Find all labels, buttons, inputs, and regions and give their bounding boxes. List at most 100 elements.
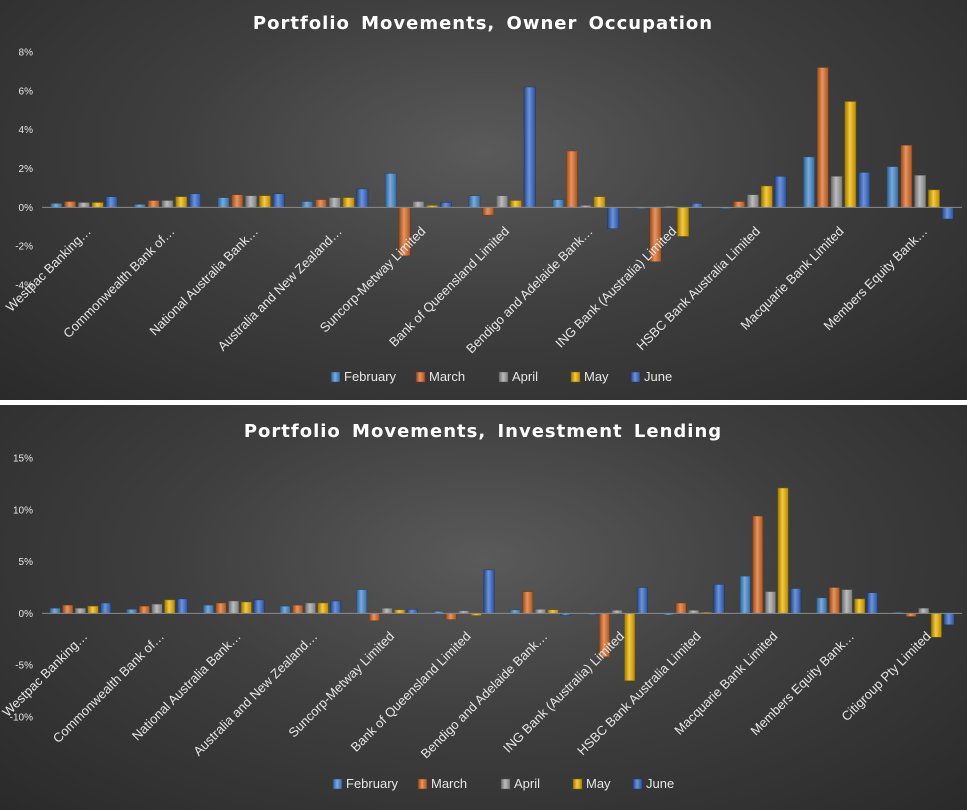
bar-june: [866, 592, 878, 614]
bar-june: [440, 202, 452, 208]
bar-march: [368, 613, 380, 621]
legend-swatch: [498, 371, 509, 383]
bar-march: [482, 207, 495, 216]
bar-april: [534, 609, 546, 614]
legend-swatch: [632, 778, 643, 790]
bars: [50, 67, 954, 262]
bar-april: [747, 194, 759, 208]
bar-june: [941, 207, 954, 220]
bar-march: [138, 605, 150, 614]
y-axis-tick-labels: -10% -5% 0% 5% 10% 15%: [10, 454, 33, 724]
legend-label: February: [344, 369, 397, 384]
bar-june: [189, 193, 201, 208]
bar-february: [50, 203, 63, 208]
legend-swatch: [572, 778, 583, 790]
legend: February March April May June: [332, 776, 674, 791]
bar-may: [91, 202, 104, 208]
legend-swatch: [630, 371, 641, 383]
bar-may: [87, 605, 99, 614]
bar-may: [930, 613, 942, 638]
bar-february: [279, 605, 291, 614]
bar-march: [816, 67, 829, 208]
y-axis-tick-labels: -4% -2% 0% 2% 4% 6% 8%: [15, 48, 33, 292]
y-tick-label: 10%: [13, 505, 33, 516]
legend-swatch: [330, 371, 341, 383]
legend-swatch: [332, 778, 343, 790]
x-category-label: HSBC Bank Australia Limited: [574, 629, 704, 759]
bar-june: [858, 172, 871, 208]
bar-may: [928, 189, 940, 208]
bar-may: [777, 487, 789, 614]
investment-lending-chart: Portfolio Movements, Investment Lending …: [0, 421, 962, 791]
legend-label: April: [512, 369, 538, 384]
bar-may: [844, 101, 857, 208]
bar-june: [100, 602, 112, 614]
bar-june: [943, 613, 955, 626]
bar-june: [330, 600, 342, 614]
bar-april: [764, 591, 776, 614]
bar-may: [240, 601, 252, 614]
bar-april: [74, 607, 86, 614]
bar-april: [328, 197, 341, 208]
legend-swatch: [500, 778, 511, 790]
bar-may: [593, 196, 606, 208]
y-tick-label: -2%: [15, 242, 33, 253]
bar-june: [356, 188, 369, 208]
bar-february: [356, 589, 368, 614]
bar-june: [713, 584, 725, 614]
bar-march: [828, 587, 840, 614]
bar-march: [147, 200, 160, 208]
bar-april: [381, 607, 393, 614]
bar-june: [176, 598, 188, 614]
legend-swatch: [417, 778, 428, 790]
bar-may: [394, 609, 406, 614]
bar-may: [509, 200, 522, 208]
bar-april: [245, 195, 257, 208]
y-tick-label: -10%: [10, 713, 33, 724]
bar-april: [228, 600, 240, 614]
y-tick-label: -4%: [15, 281, 33, 292]
bar-june: [105, 196, 118, 208]
bar-may: [760, 185, 773, 208]
chart-title: Portfolio Movements, Investment Lending: [244, 421, 722, 442]
chart-title: Portfolio Movements, Owner Occupation: [253, 13, 713, 34]
y-tick-label: 15%: [13, 454, 33, 465]
legend-label: February: [346, 776, 399, 791]
bar-may: [624, 613, 636, 681]
legend-swatch: [570, 371, 581, 383]
legend-label: March: [431, 776, 467, 791]
bar-march: [215, 602, 227, 614]
x-category-label: Westpac Banking…: [3, 224, 94, 315]
bar-february: [509, 609, 521, 614]
bar-february: [816, 597, 828, 614]
bar-february: [202, 604, 214, 614]
bar-april: [496, 195, 508, 208]
x-category-label: ING Bank (Australia) Limited: [500, 629, 627, 756]
bar-february: [384, 173, 397, 208]
owner-occupation-chart-panel: Portfolio Movements, Owner Occupation -4…: [0, 0, 967, 400]
bar-march: [315, 199, 327, 208]
bar-march: [752, 515, 764, 614]
bar-june: [523, 86, 536, 208]
y-tick-label: 6%: [19, 86, 34, 97]
bar-april: [830, 176, 843, 208]
bar-april: [304, 602, 316, 614]
x-axis-category-labels: Westpac Banking…Commonwealth Bank of…Nat…: [0, 629, 934, 762]
bar-february: [886, 166, 899, 208]
bar-may: [164, 599, 176, 614]
bar-june: [483, 569, 495, 614]
bar-may: [854, 598, 866, 614]
bar-march: [62, 604, 74, 614]
bar-may: [547, 609, 559, 614]
x-category-label: Australia and New Zealand…: [190, 629, 320, 759]
y-tick-label: 5%: [19, 557, 34, 568]
y-tick-label: 8%: [19, 48, 34, 59]
bar-march: [900, 144, 913, 208]
bar-may: [175, 196, 188, 208]
bar-february: [468, 195, 481, 208]
bar-april: [914, 175, 927, 208]
owner-occupation-chart: Portfolio Movements, Owner Occupation -4…: [3, 13, 962, 384]
bar-march: [64, 201, 76, 208]
y-tick-label: 0%: [19, 203, 34, 214]
legend-label: June: [646, 776, 674, 791]
